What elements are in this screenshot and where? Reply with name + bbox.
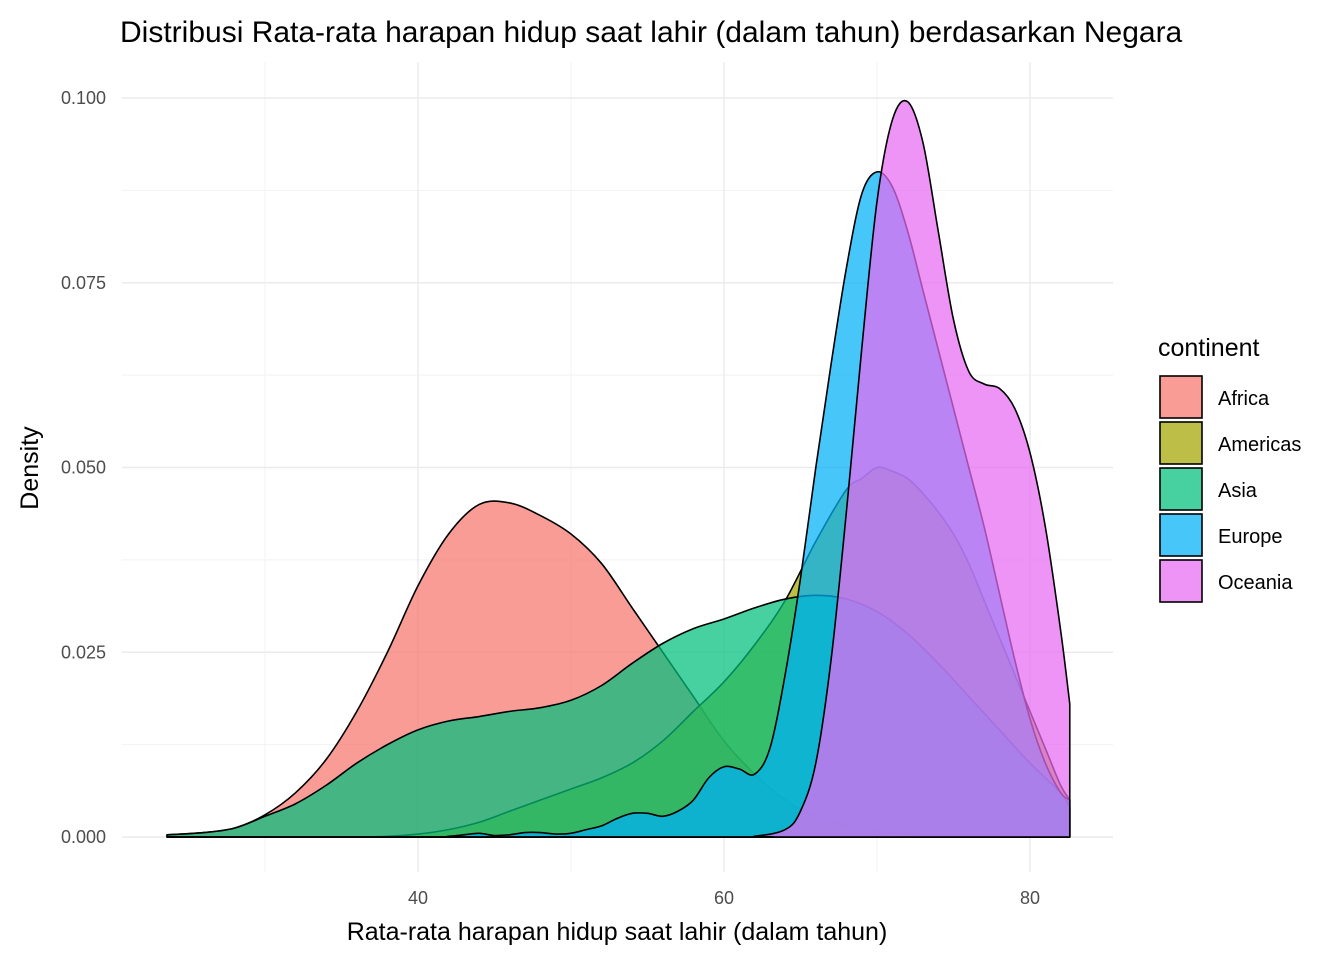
y-tick-label: 0.025 — [61, 642, 106, 662]
legend-swatch-europe — [1159, 513, 1203, 557]
legend-label-europe: Europe — [1218, 526, 1283, 548]
legend-label-africa: Africa — [1218, 388, 1270, 410]
x-tick-label: 40 — [408, 888, 428, 908]
legend-swatch-americas — [1159, 421, 1203, 465]
chart-title: Distribusi Rata-rata harapan hidup saat … — [120, 16, 1183, 49]
legend-swatch-asia — [1159, 467, 1203, 511]
x-tick-label: 60 — [714, 888, 734, 908]
density-areas — [166, 99, 1071, 838]
legend-swatch-africa — [1159, 375, 1203, 419]
legend-title: continent — [1158, 334, 1260, 362]
density-area-oceania — [166, 99, 1071, 838]
y-axis-ticks: 0.000 0.025 0.050 0.075 0.100 — [61, 88, 106, 847]
y-tick-label: 0.050 — [61, 458, 106, 478]
x-axis-title: Rata-rata harapan hidup saat lahir (dala… — [347, 918, 888, 946]
legend-swatch-oceania — [1159, 559, 1203, 603]
legend: continent Africa Americas Asia Europe Oceani… — [1158, 334, 1301, 603]
x-tick-label: 80 — [1020, 888, 1040, 908]
y-tick-label: 0.075 — [61, 273, 106, 293]
legend-label-oceania: Oceania — [1218, 572, 1293, 594]
x-axis-ticks: 40 60 80 — [408, 888, 1040, 908]
y-tick-label: 0.100 — [61, 88, 106, 108]
legend-label-americas: Americas — [1218, 434, 1301, 456]
legend-label-asia: Asia — [1218, 480, 1258, 502]
y-axis-title: Density — [16, 426, 44, 510]
y-tick-label: 0.000 — [61, 827, 106, 847]
